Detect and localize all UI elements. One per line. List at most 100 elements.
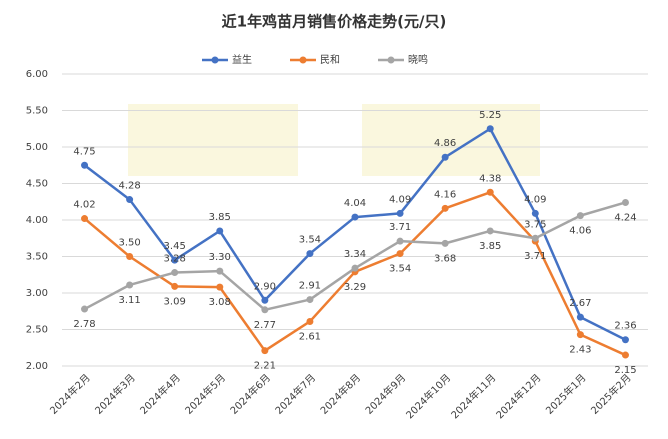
data-label: 3.50 <box>118 238 140 249</box>
chart-title: 近1年鸡苗月销售价格走势(元/只) <box>222 13 447 31</box>
point <box>81 305 89 313</box>
data-label: 3.85 <box>209 212 231 223</box>
x-tick-label: 2024年12月 <box>493 371 543 421</box>
point <box>486 188 494 196</box>
point <box>576 313 584 321</box>
x-tick-label: 2024年9月 <box>362 371 408 417</box>
data-label: 3.11 <box>118 295 140 306</box>
data-label: 4.09 <box>524 194 546 205</box>
point <box>621 351 629 359</box>
legend-marker <box>211 56 219 64</box>
point <box>351 264 359 272</box>
point <box>486 227 494 235</box>
point <box>441 153 449 161</box>
point <box>81 161 89 169</box>
data-label: 3.54 <box>389 264 411 275</box>
point <box>486 125 494 133</box>
data-label: 2.78 <box>73 319 95 330</box>
point <box>81 215 89 223</box>
point <box>396 209 404 217</box>
data-label: 4.24 <box>614 212 636 223</box>
y-tick-label: 3.00 <box>26 288 48 299</box>
data-label: 3.85 <box>479 241 501 252</box>
point <box>306 296 314 304</box>
point <box>126 253 134 260</box>
data-label: 2.91 <box>299 281 321 292</box>
legend-label: 益生 <box>232 53 252 66</box>
point <box>261 296 269 304</box>
point <box>126 196 134 204</box>
point <box>396 237 404 245</box>
data-label: 4.38 <box>479 173 501 184</box>
x-tick-label: 2024年11月 <box>448 371 498 421</box>
data-label: 4.02 <box>73 200 95 211</box>
data-label: 3.45 <box>164 241 186 252</box>
data-label: 3.68 <box>434 253 456 264</box>
point <box>621 198 629 206</box>
point <box>441 239 449 247</box>
x-tick-label: 2025年1月 <box>543 371 589 417</box>
data-label: 4.06 <box>569 226 591 237</box>
legend-marker <box>299 56 307 64</box>
point <box>216 283 224 291</box>
x-tick-label: 2024年3月 <box>92 371 138 417</box>
y-tick-label: 2.50 <box>26 325 48 336</box>
data-label: 2.90 <box>254 281 276 292</box>
data-label: 3.30 <box>209 252 231 263</box>
point <box>261 347 269 355</box>
data-label: 2.36 <box>614 321 636 332</box>
data-label: 2.15 <box>614 365 636 376</box>
x-tick-label: 2024年2月 <box>47 371 93 417</box>
legend-label: 民和 <box>320 54 340 66</box>
data-label: 3.28 <box>164 254 186 265</box>
point <box>576 212 584 220</box>
data-label: 3.54 <box>299 235 321 246</box>
data-label: 4.04 <box>344 198 366 209</box>
x-tick-label: 2024年8月 <box>317 371 363 417</box>
data-label: 3.71 <box>389 222 411 233</box>
data-label: 3.09 <box>164 296 186 307</box>
x-tick-label: 2024年5月 <box>182 371 228 417</box>
data-label: 4.75 <box>73 146 95 157</box>
point <box>216 227 224 235</box>
x-tick-label: 2024年10月 <box>403 371 453 421</box>
point <box>351 213 359 221</box>
data-label: 2.21 <box>254 361 276 372</box>
point <box>171 269 179 277</box>
data-label: 4.28 <box>118 181 140 192</box>
point <box>306 317 314 325</box>
y-tick-label: 5.50 <box>26 106 48 117</box>
point <box>261 306 269 314</box>
legend-label: 晓鸣 <box>408 53 428 66</box>
data-label: 3.29 <box>344 282 366 293</box>
point <box>171 282 179 290</box>
y-tick-label: 6.00 <box>26 69 48 80</box>
point <box>126 281 134 289</box>
x-tick-label: 2024年6月 <box>227 371 273 417</box>
watermark <box>128 104 298 176</box>
x-tick-label: 2025年2月 <box>588 371 634 417</box>
point <box>531 234 539 242</box>
y-tick-label: 5.00 <box>26 142 48 153</box>
y-tick-label: 2.00 <box>26 361 48 372</box>
point <box>171 256 179 264</box>
data-label: 2.77 <box>254 320 276 331</box>
point <box>531 209 539 217</box>
data-label: 3.08 <box>209 297 231 308</box>
data-label: 3.71 <box>524 251 546 262</box>
data-label: 2.61 <box>299 331 321 342</box>
legend-marker <box>387 56 395 64</box>
point <box>621 336 629 344</box>
data-label: 4.09 <box>389 194 411 205</box>
data-label: 4.86 <box>434 138 456 149</box>
data-label: 2.67 <box>569 298 591 309</box>
x-tick-label: 2024年4月 <box>137 371 183 417</box>
data-label: 2.43 <box>569 345 591 356</box>
point <box>441 204 449 212</box>
data-label: 5.25 <box>479 110 501 121</box>
y-tick-label: 3.50 <box>26 252 48 263</box>
data-label: 3.75 <box>524 219 546 230</box>
data-label: 4.16 <box>434 189 456 200</box>
point <box>306 250 314 258</box>
